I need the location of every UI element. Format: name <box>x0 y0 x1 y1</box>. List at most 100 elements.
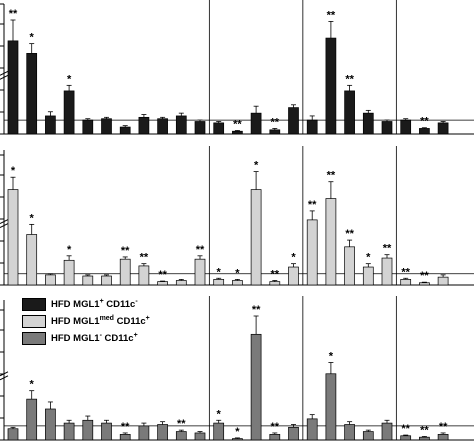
bar <box>362 112 374 135</box>
bar <box>194 121 206 135</box>
significance-label: ** <box>345 73 354 85</box>
bar <box>232 438 243 441</box>
bar <box>400 279 412 286</box>
bar <box>138 116 150 135</box>
bar <box>288 107 299 135</box>
axis-break-mark <box>0 375 9 381</box>
bar <box>26 398 38 441</box>
significance-label: * <box>217 408 222 420</box>
bar <box>306 418 318 441</box>
bar <box>250 189 262 286</box>
axis-break-mark <box>0 219 9 224</box>
axis-break-mark <box>0 74 9 80</box>
bar <box>213 122 225 135</box>
bar <box>63 422 75 441</box>
significance-label: * <box>67 73 72 85</box>
significance-label: ** <box>420 270 429 282</box>
bar <box>213 422 225 441</box>
bar <box>344 424 355 441</box>
significance-label: ** <box>439 421 448 433</box>
bar <box>381 257 393 286</box>
bar <box>344 90 355 135</box>
bar <box>269 434 281 441</box>
significance-label: * <box>30 32 35 44</box>
bar <box>362 431 374 441</box>
significance-label: ** <box>401 266 410 278</box>
bar <box>101 118 112 135</box>
bar <box>194 258 206 286</box>
bar <box>157 424 168 441</box>
bar <box>269 129 281 135</box>
bar <box>7 189 19 286</box>
bar <box>45 115 56 135</box>
significance-label: ** <box>420 424 429 436</box>
bar <box>157 281 168 286</box>
significance-label: * <box>217 266 222 278</box>
bar <box>45 408 56 441</box>
bar <box>175 431 187 441</box>
bar <box>325 37 337 135</box>
bar <box>175 115 187 135</box>
bar <box>306 119 318 135</box>
bar <box>381 121 393 135</box>
chart-legend: HFD MGL1+ CD11c- HFD MGL1med CD11c+ HFD … <box>22 297 212 348</box>
significance-label: ** <box>252 304 261 316</box>
significance-label: ** <box>9 8 18 20</box>
significance-label: * <box>366 252 371 264</box>
bar <box>400 435 412 441</box>
bar <box>119 258 131 286</box>
bar <box>26 53 38 135</box>
bar <box>269 281 281 286</box>
bar <box>157 118 168 135</box>
significance-label: ** <box>271 421 280 433</box>
bar <box>381 422 393 441</box>
bar <box>437 276 449 286</box>
axis-break-mark <box>0 371 9 377</box>
legend-swatch <box>22 298 46 311</box>
significance-label: * <box>11 165 16 177</box>
significance-label: * <box>254 160 259 172</box>
bar <box>232 130 243 135</box>
bar <box>437 122 449 135</box>
significance-label: ** <box>158 269 167 281</box>
bar <box>63 90 75 135</box>
significance-label: ** <box>121 421 130 433</box>
bar <box>362 266 374 286</box>
significance-label: * <box>329 351 334 363</box>
legend-item-mgl1-pos: HFD MGL1+ CD11c- <box>22 297 212 312</box>
significance-label: ** <box>401 423 410 435</box>
bar <box>7 40 19 135</box>
bar <box>344 246 355 286</box>
significance-label: ** <box>420 116 429 128</box>
bar <box>288 266 299 286</box>
significance-label: ** <box>196 244 205 256</box>
significance-label: ** <box>140 252 149 264</box>
legend-swatch <box>22 315 46 328</box>
significance-label: * <box>235 426 240 438</box>
bar <box>419 282 430 286</box>
significance-label: * <box>30 212 35 224</box>
bar <box>419 128 430 135</box>
bar <box>250 112 262 135</box>
bar <box>101 275 112 286</box>
bar <box>82 119 94 135</box>
legend-item-mgl1-med: HFD MGL1med CD11c+ <box>22 314 212 329</box>
significance-label: ** <box>327 170 336 182</box>
bar <box>306 219 318 286</box>
significance-label: ** <box>271 116 280 128</box>
significance-label: ** <box>177 418 186 430</box>
bar <box>63 259 75 286</box>
significance-label: * <box>235 267 240 279</box>
bar <box>213 279 225 286</box>
bar <box>7 428 19 441</box>
significance-label: ** <box>271 269 280 281</box>
bar <box>437 434 449 441</box>
bar <box>175 280 187 286</box>
bar <box>138 425 150 441</box>
axis-break-mark <box>0 223 9 228</box>
bar <box>288 426 299 441</box>
bar <box>419 436 430 441</box>
bar <box>119 126 131 135</box>
bar <box>138 265 150 286</box>
